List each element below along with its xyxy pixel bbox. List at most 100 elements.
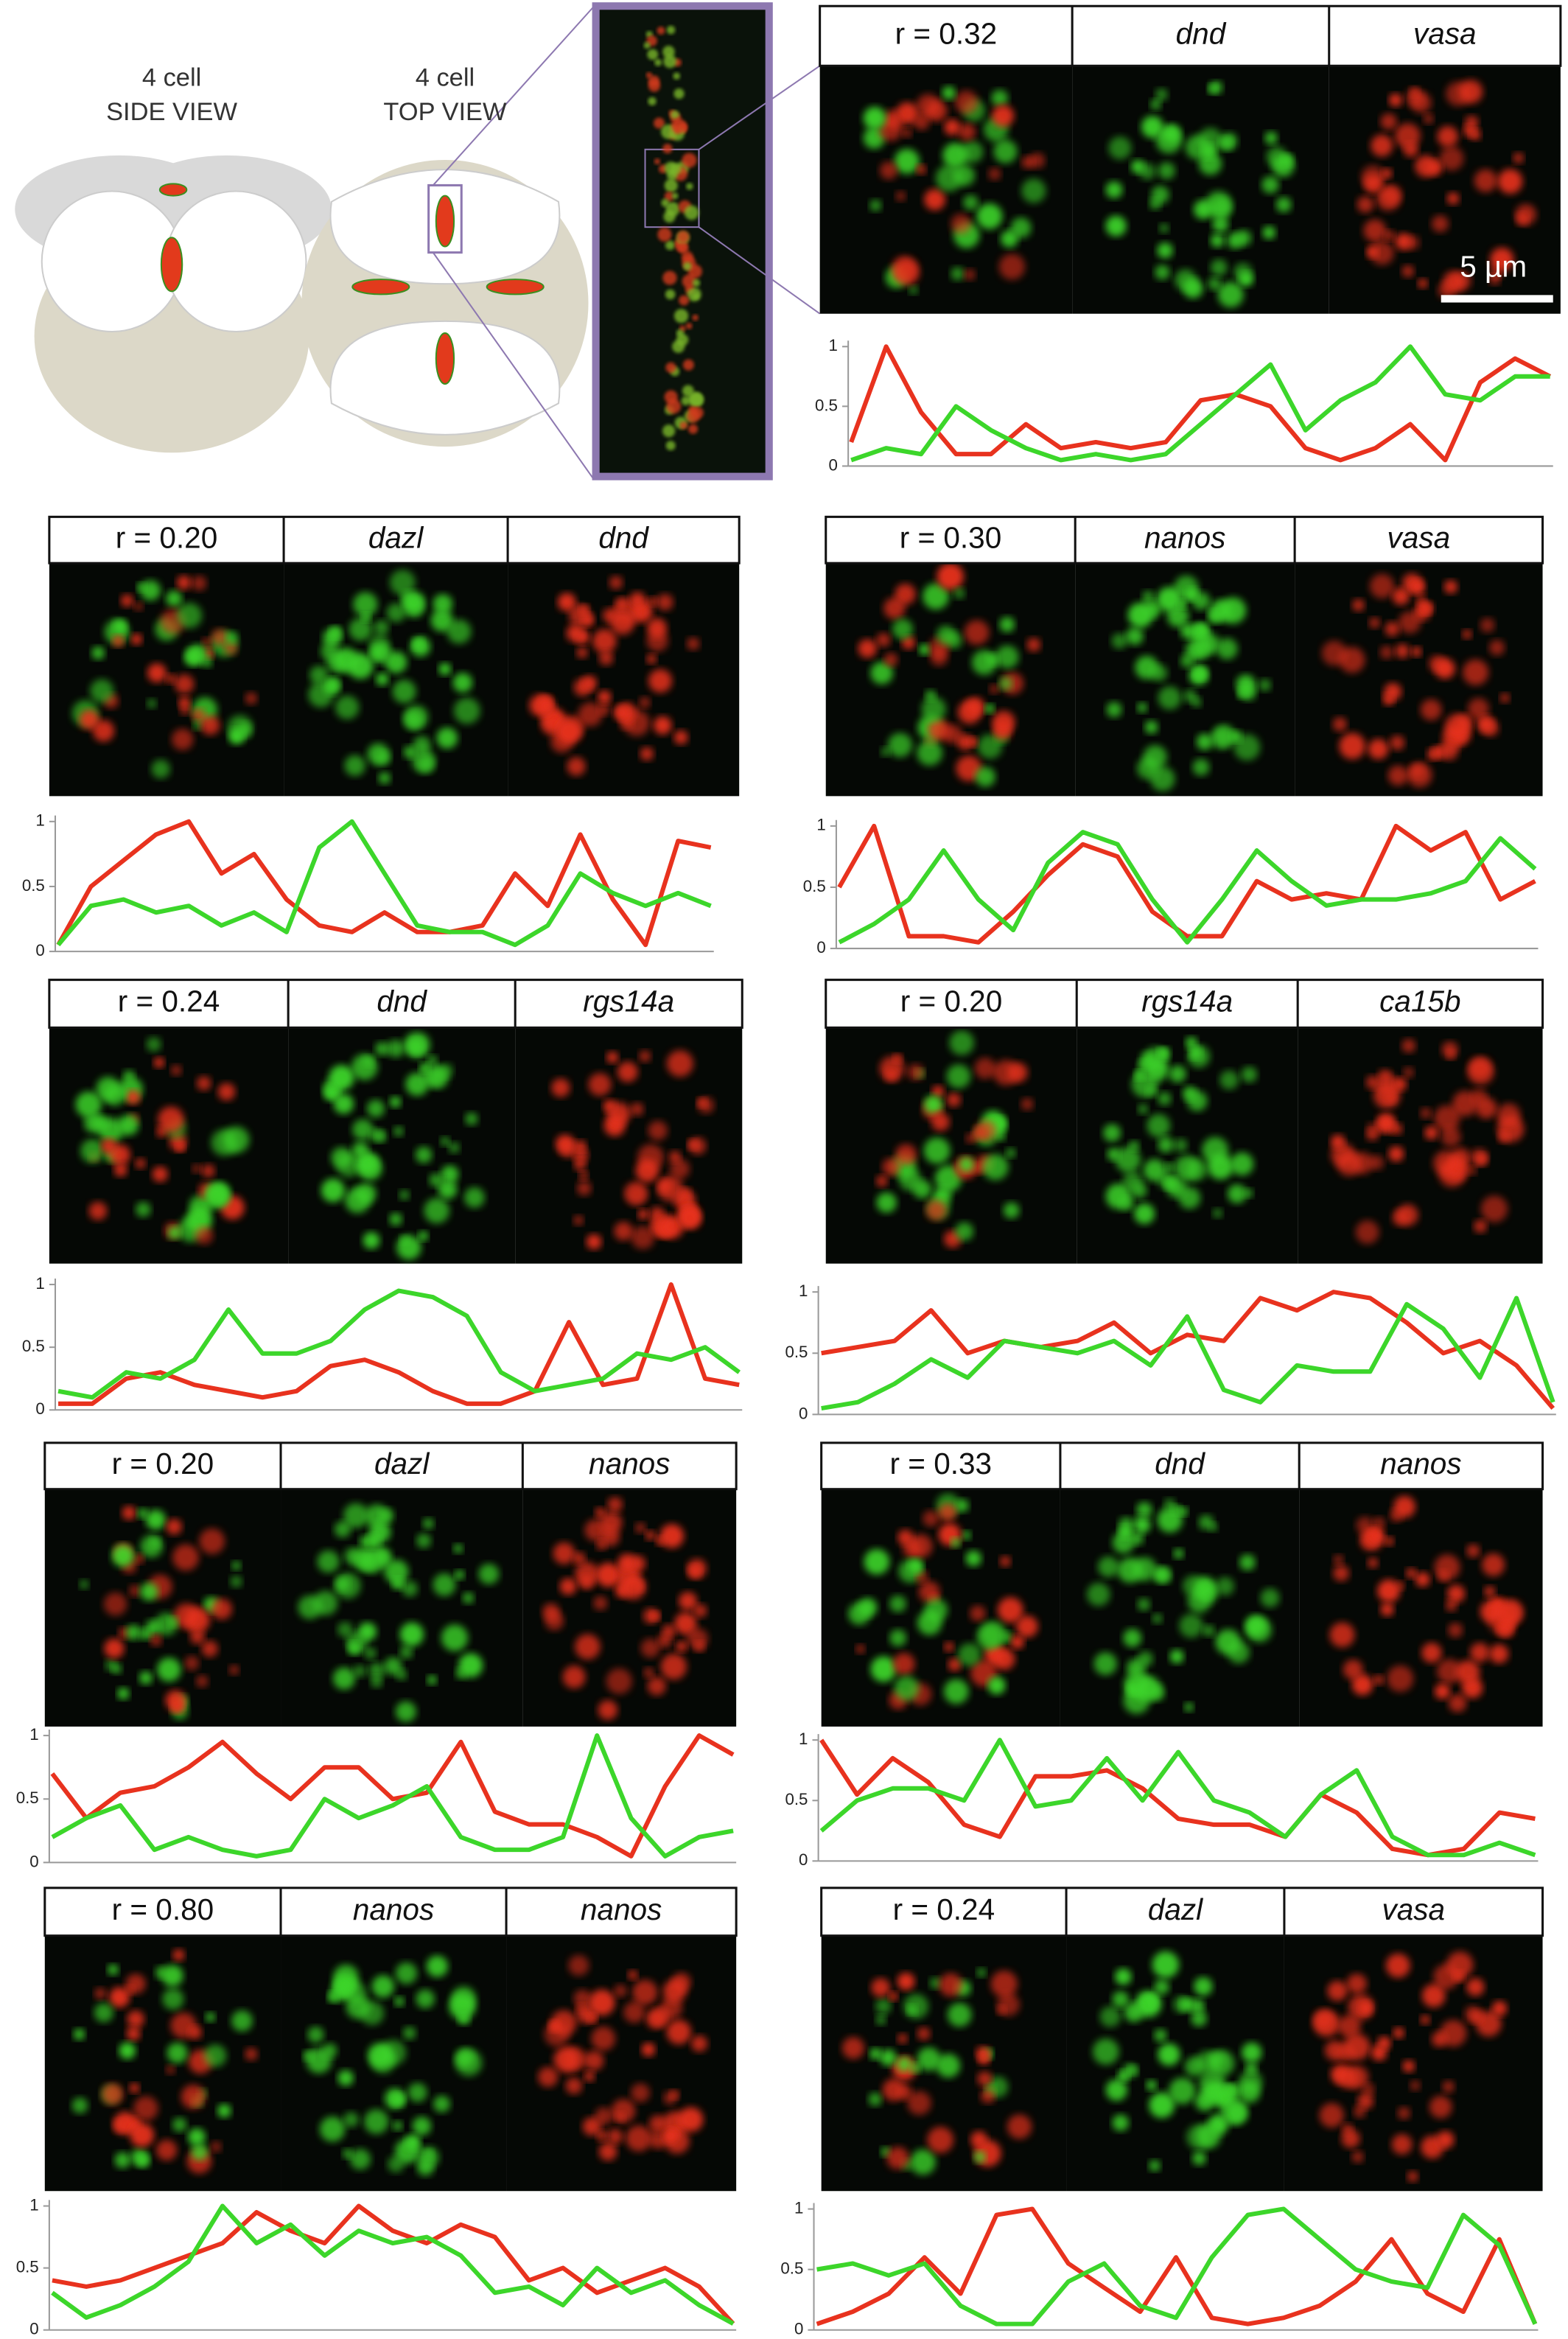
granule: [416, 2158, 434, 2176]
granule: [931, 1085, 945, 1098]
granule: [1327, 1980, 1348, 2001]
granule: [1351, 2150, 1364, 2164]
granule: [1355, 1220, 1379, 1244]
granule: [666, 399, 682, 414]
granule: [104, 1638, 125, 1659]
granule: [174, 674, 195, 694]
granule: [1377, 1579, 1401, 1603]
granule: [172, 2117, 187, 2133]
granule: [665, 362, 676, 374]
micrograph: [288, 1027, 516, 1264]
granule: [453, 697, 480, 724]
granule: [623, 2001, 645, 2024]
profile-line: [821, 1296, 1555, 1411]
granule: [662, 2128, 679, 2144]
granule: [924, 189, 946, 211]
granule: [648, 75, 660, 87]
granule: [167, 1617, 179, 1628]
granule: [955, 1222, 974, 1241]
granule: [1365, 1075, 1380, 1090]
granule: [1397, 2107, 1410, 2119]
granule: [166, 1519, 182, 1535]
granule: [1468, 698, 1489, 720]
granule: [1159, 223, 1169, 234]
granule: [600, 1511, 623, 1534]
granule: [639, 696, 651, 708]
granule: [231, 1561, 241, 1570]
granule: [361, 1547, 388, 1573]
granule: [943, 724, 962, 744]
granule: [1146, 2080, 1157, 2091]
y-tick-label: 0.5: [22, 1337, 45, 1355]
granule: [1212, 216, 1229, 233]
granule: [1439, 146, 1464, 171]
granule: [309, 665, 329, 685]
granule: [393, 2121, 403, 2131]
granule: [192, 720, 203, 730]
granule: [191, 2143, 209, 2161]
granule: [876, 1192, 897, 1213]
granule: [386, 603, 406, 623]
granule: [889, 1991, 898, 2001]
embryo-strip: [592, 2, 821, 480]
channel-label: dnd: [377, 985, 427, 1018]
granule: [1384, 682, 1402, 701]
granule: [647, 1677, 667, 1696]
granule: [907, 2004, 917, 2015]
granule: [1396, 1204, 1418, 1226]
granule: [1187, 1590, 1211, 1613]
granule: [910, 2149, 936, 2175]
granule: [682, 153, 697, 168]
granule: [1446, 81, 1471, 106]
granule: [1313, 2009, 1334, 2030]
granule: [551, 1078, 570, 1097]
granule: [1141, 116, 1163, 139]
granule: [1010, 217, 1032, 239]
granule: [114, 2152, 131, 2169]
granule: [544, 2021, 570, 2047]
granule: [593, 1595, 608, 1611]
granule: [1010, 1635, 1024, 1649]
granule: [1092, 2038, 1119, 2065]
granule: [676, 231, 690, 243]
granule: [120, 594, 133, 607]
granule: [690, 2035, 708, 2052]
granule: [647, 49, 659, 60]
granule: [907, 2091, 931, 2116]
granule: [693, 1604, 707, 1618]
granule: [1105, 1184, 1132, 1209]
granule: [671, 192, 679, 200]
granule: [229, 1665, 239, 1675]
granule: [662, 46, 675, 58]
granule: [1149, 2160, 1161, 2172]
granule: [1420, 699, 1442, 721]
granule: [363, 1231, 380, 1249]
y-tick-label: 0: [29, 1852, 38, 1870]
granule: [1111, 633, 1127, 649]
granule: [1105, 181, 1123, 199]
panel: r = 0.20 rgs14a ca15b: [825, 979, 1544, 1264]
y-tick-label: 1: [29, 2195, 38, 2214]
granule: [429, 1172, 444, 1187]
granule: [1164, 1162, 1174, 1172]
granule: [663, 2091, 677, 2105]
granule: [662, 1624, 676, 1638]
granule: [1376, 186, 1401, 211]
granule: [1198, 1514, 1214, 1530]
granule: [977, 2071, 993, 2086]
granule: [184, 1656, 200, 1671]
granule: [1151, 186, 1169, 204]
granule: [1442, 2080, 1455, 2093]
granule: [1437, 126, 1458, 147]
granule: [596, 2130, 608, 2142]
granule: [201, 1640, 218, 1657]
granule: [1242, 2042, 1262, 2063]
granule: [158, 1106, 184, 1133]
granule: [665, 441, 676, 451]
granule: [452, 673, 473, 693]
granule: [573, 1552, 586, 1564]
granule: [607, 1497, 623, 1512]
granule: [1106, 702, 1122, 718]
granule: [1434, 1683, 1451, 1699]
granule: [1441, 1127, 1461, 1147]
